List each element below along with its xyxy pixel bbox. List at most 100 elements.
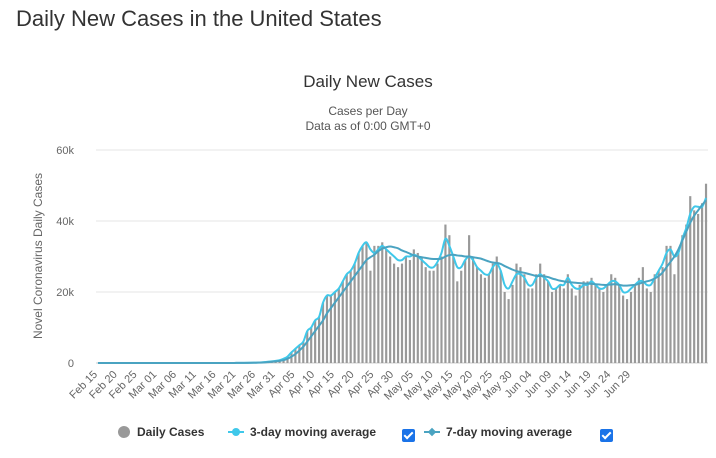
bar-daily-cases[interactable] <box>487 274 490 363</box>
bar-daily-cases[interactable] <box>325 295 329 363</box>
bar-daily-cases[interactable] <box>578 284 581 363</box>
bar-daily-cases[interactable] <box>539 263 542 363</box>
bar-daily-cases[interactable] <box>357 252 360 363</box>
bar-daily-cases[interactable] <box>594 284 597 363</box>
bar-daily-cases[interactable] <box>523 274 526 363</box>
bar-daily-cases[interactable] <box>479 274 483 363</box>
checkbox-3-day-average[interactable] <box>402 429 415 442</box>
bar-daily-cases[interactable] <box>700 203 704 363</box>
bar-daily-cases[interactable] <box>606 284 609 363</box>
bar-daily-cases[interactable] <box>519 267 522 363</box>
bar-daily-cases[interactable] <box>622 295 625 363</box>
bar-daily-cases[interactable] <box>535 274 538 363</box>
bar-daily-cases[interactable] <box>314 320 317 363</box>
bar-daily-cases[interactable] <box>590 277 593 363</box>
bar-daily-cases[interactable] <box>373 245 376 363</box>
bar-daily-cases[interactable] <box>582 281 585 363</box>
bar-daily-cases[interactable] <box>471 256 475 364</box>
bar-daily-cases[interactable] <box>570 288 573 363</box>
bar-daily-cases[interactable] <box>381 242 384 363</box>
bar-daily-cases[interactable] <box>499 270 502 363</box>
bar-daily-cases[interactable] <box>460 270 463 363</box>
bar-daily-cases[interactable] <box>685 224 688 363</box>
bar-daily-cases[interactable] <box>452 256 455 364</box>
bar-daily-cases[interactable] <box>503 292 506 363</box>
bar-daily-cases[interactable] <box>393 263 396 363</box>
bar-daily-cases[interactable] <box>333 292 336 363</box>
bar-daily-cases[interactable] <box>341 281 344 363</box>
bar-daily-cases[interactable] <box>369 270 372 363</box>
bar-daily-cases[interactable] <box>693 210 696 363</box>
bar-daily-cases[interactable] <box>432 270 435 363</box>
bar-daily-cases[interactable] <box>610 274 613 363</box>
bar-daily-cases[interactable] <box>598 288 601 363</box>
bar-daily-cases[interactable] <box>681 235 684 363</box>
bar-daily-cases[interactable] <box>318 316 321 363</box>
bar-daily-cases[interactable] <box>456 281 459 363</box>
bar-daily-cases[interactable] <box>562 288 565 363</box>
bar-daily-cases[interactable] <box>424 267 427 363</box>
bar-daily-cases[interactable] <box>665 245 668 363</box>
bar-daily-cases[interactable] <box>321 302 325 363</box>
legend-item-daily-cases[interactable]: Daily Cases <box>118 425 204 439</box>
bar-daily-cases[interactable] <box>408 260 411 363</box>
bar-daily-cases[interactable] <box>527 288 530 363</box>
line-7-day-moving-average[interactable] <box>97 199 707 365</box>
bar-daily-cases[interactable] <box>507 299 510 363</box>
bar-daily-cases[interactable] <box>586 281 589 363</box>
bar-daily-cases[interactable] <box>550 292 554 363</box>
bar-daily-cases[interactable] <box>444 224 447 363</box>
bar-daily-cases[interactable] <box>385 249 388 363</box>
bar-daily-cases[interactable] <box>641 267 644 363</box>
bar-daily-cases[interactable] <box>547 281 550 363</box>
bar-daily-cases[interactable] <box>633 284 637 363</box>
bar-daily-cases[interactable] <box>294 348 297 363</box>
bar-daily-cases[interactable] <box>653 274 656 363</box>
bar-daily-cases[interactable] <box>602 292 605 363</box>
bar-daily-cases[interactable] <box>428 270 431 363</box>
bar-daily-cases[interactable] <box>345 274 348 363</box>
bar-daily-cases[interactable] <box>349 270 352 363</box>
bar-daily-cases[interactable] <box>543 274 546 363</box>
bar-daily-cases[interactable] <box>483 277 486 363</box>
bars-series[interactable] <box>231 183 708 364</box>
bar-daily-cases[interactable] <box>377 245 380 363</box>
bar-daily-cases[interactable] <box>673 274 676 363</box>
bar-daily-cases[interactable] <box>657 270 660 363</box>
bar-daily-cases[interactable] <box>669 245 672 363</box>
bar-daily-cases[interactable] <box>704 183 708 363</box>
bar-daily-cases[interactable] <box>629 292 633 363</box>
bar-daily-cases[interactable] <box>337 288 340 363</box>
legend-item-7-day-average[interactable]: 7-day moving average <box>424 425 572 439</box>
bar-daily-cases[interactable] <box>574 295 577 363</box>
bar-daily-cases[interactable] <box>420 256 423 364</box>
bar-daily-cases[interactable] <box>531 288 534 363</box>
bar-daily-cases[interactable] <box>661 267 664 363</box>
bar-daily-cases[interactable] <box>468 235 471 363</box>
bar-daily-cases[interactable] <box>495 256 498 364</box>
bar-daily-cases[interactable] <box>637 277 640 363</box>
bar-daily-cases[interactable] <box>302 341 305 363</box>
bar-daily-cases[interactable] <box>558 284 562 363</box>
bar-daily-cases[interactable] <box>614 277 617 363</box>
bar-daily-cases[interactable] <box>491 263 494 363</box>
bar-daily-cases[interactable] <box>649 292 652 363</box>
bar-daily-cases[interactable] <box>361 245 364 363</box>
bar-daily-cases[interactable] <box>416 252 419 363</box>
checkbox-7-day-average[interactable] <box>600 429 613 442</box>
bar-daily-cases[interactable] <box>396 267 400 363</box>
bar-daily-cases[interactable] <box>353 263 356 363</box>
bar-daily-cases[interactable] <box>436 263 439 363</box>
bar-daily-cases[interactable] <box>329 295 333 363</box>
bar-daily-cases[interactable] <box>566 274 569 363</box>
bar-daily-cases[interactable] <box>618 284 621 363</box>
moving-average-lines[interactable] <box>97 197 707 365</box>
bar-daily-cases[interactable] <box>448 235 451 363</box>
bar-daily-cases[interactable] <box>464 260 467 363</box>
bar-daily-cases[interactable] <box>677 252 680 363</box>
bar-daily-cases[interactable] <box>625 299 629 363</box>
bar-daily-cases[interactable] <box>697 213 700 363</box>
bar-daily-cases[interactable] <box>412 249 415 363</box>
bar-daily-cases[interactable] <box>645 288 648 363</box>
bar-daily-cases[interactable] <box>389 256 392 364</box>
